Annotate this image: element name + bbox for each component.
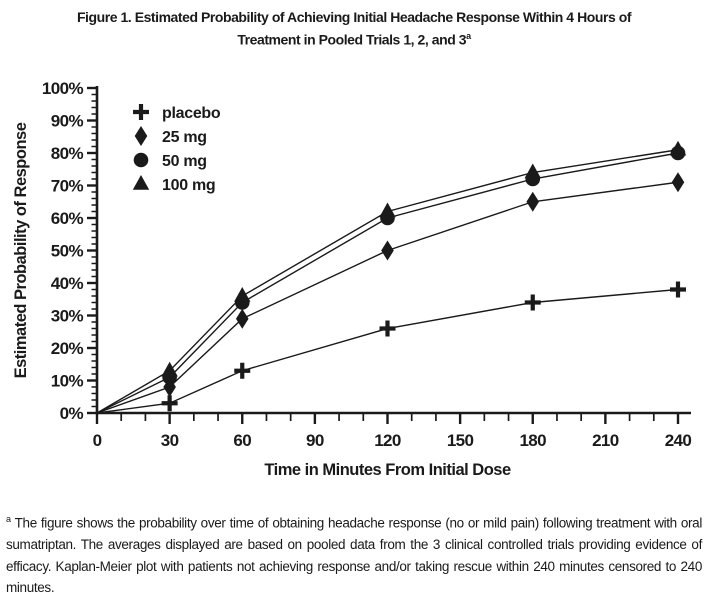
x-tick-label: 60: [233, 431, 251, 450]
legend-label-placebo: placebo: [162, 105, 221, 122]
data-point-25-mg: [526, 191, 540, 212]
y-tick-label: 90%: [51, 112, 84, 131]
legend-item-placebo: placebo: [133, 104, 221, 122]
data-point-25-mg: [671, 172, 685, 193]
footnote-marker: a: [6, 514, 11, 524]
y-tick-label: 100%: [42, 79, 84, 98]
series-line-50-mg: [96, 152, 679, 414]
legend-item-50-mg: 50 mg: [133, 152, 207, 170]
y-axis-title: Estimated Probability of Response: [12, 122, 30, 378]
y-tick-label: 40%: [51, 274, 84, 293]
x-tick-label: 90: [306, 431, 324, 450]
title-footnote-marker: a: [466, 31, 471, 41]
x-tick-label: 120: [374, 431, 401, 450]
x-tick-label: 210: [592, 431, 619, 450]
y-tick-label: 0%: [60, 404, 84, 423]
data-point-placebo: [379, 320, 396, 337]
figure-title-line1: Figure 1. Estimated Probability of Achie…: [76, 9, 632, 25]
data-point-100-mg: [524, 163, 541, 179]
y-tick-label: 60%: [51, 209, 84, 228]
footnote-text: The figure shows the probability over ti…: [6, 515, 702, 596]
x-tick-label: 240: [665, 431, 692, 450]
footnote: a The figure shows the probability over t…: [6, 509, 702, 599]
plus-icon: [133, 104, 149, 120]
y-tick-label: 10%: [51, 372, 84, 391]
data-point-100-mg: [234, 287, 251, 302]
y-tick-label: 80%: [51, 144, 84, 163]
series-25-mg: [96, 172, 685, 414]
series-line-25-mg: [96, 181, 679, 414]
x-axis-title: Time in Minutes From Initial Dose: [264, 461, 511, 479]
y-tick-label: 50%: [51, 242, 84, 261]
kaplan-meier-chart: 0% 10% 20% 30% 40% 50% 60% 70% 80% 90% 100% 0 30 60 90…: [12, 79, 692, 479]
figure-title: Figure 1. Estimated Probability of Achie…: [0, 8, 708, 50]
data-point-placebo: [524, 294, 541, 311]
data-point-25-mg: [235, 308, 249, 329]
diamond-icon: [134, 126, 148, 146]
figure-title-line2-text: Treatment in Pooled Trials 1, 2, and 3: [237, 31, 467, 48]
data-point-100-mg: [669, 140, 687, 156]
x-tick-label: 0: [93, 431, 102, 450]
figure-title-line2: Treatment in Pooled Trials 1, 2, and 3a: [0, 27, 708, 50]
legend-label-25-mg: 25 mg: [162, 129, 207, 146]
y-tick-label: 30%: [51, 307, 84, 326]
series-placebo: [96, 281, 686, 414]
data-point-100-mg: [379, 202, 396, 218]
data-point-placebo: [161, 395, 178, 412]
legend-label-50-mg: 50 mg: [162, 153, 207, 170]
series-line-placebo: [96, 288, 679, 414]
legend-label-100-mg: 100 mg: [162, 177, 215, 194]
x-tick-label: 30: [161, 431, 179, 450]
legend-item-100-mg: 100 mg: [132, 175, 216, 194]
y-tick-label: 70%: [51, 177, 84, 196]
y-tick-label: 20%: [51, 339, 84, 358]
data-point-placebo: [670, 281, 686, 298]
data-point-100-mg: [161, 361, 178, 377]
x-tick-label: 150: [447, 431, 474, 450]
series-line-100-mg: [96, 149, 679, 414]
series-100-mg: [96, 140, 687, 414]
triangle-icon: [132, 175, 150, 190]
legend: placebo 25 mg 50 mg 100 mg: [132, 104, 221, 194]
x-tick-label: 180: [519, 431, 546, 450]
legend-item-25-mg: 25 mg: [134, 126, 207, 146]
circle-icon: [133, 152, 149, 168]
data-point-placebo: [234, 362, 251, 379]
data-point-25-mg: [381, 240, 394, 261]
